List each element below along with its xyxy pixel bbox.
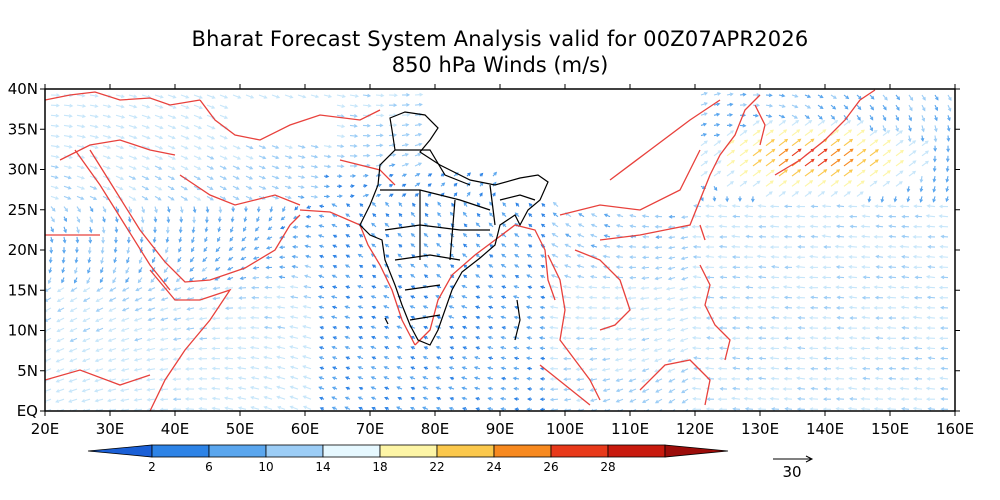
y-tick-label: 15N [8, 281, 38, 299]
x-tick-label: 70E [356, 420, 385, 438]
x-tick-label: 150E [871, 420, 909, 438]
colorbar-segment [208, 444, 267, 458]
colorbar-label: 24 [486, 460, 501, 474]
colorbar-segment [550, 444, 609, 458]
x-tick-label: 90E [486, 420, 515, 438]
colorbar-segment [379, 444, 438, 458]
land-layer [220, 89, 700, 215]
x-tick-label: 80E [421, 420, 450, 438]
andaman-islands [514, 299, 521, 341]
colorbar-segment [265, 444, 324, 458]
x-tick-label: 20E [31, 420, 60, 438]
iran-blank-region [220, 90, 330, 150]
colorbar: 2 6 10 14 18 22 24 26 28 [87, 444, 729, 474]
y-tick-label: 25N [8, 201, 38, 219]
y-tick-label: 30N [8, 161, 38, 179]
x-tick-label: 120E [676, 420, 714, 438]
india-boundaries [359, 111, 549, 346]
x-tick-label: 30E [96, 420, 125, 438]
y-tick-label: 40N [8, 80, 38, 98]
map-title: Bharat Forecast System Analysis valid fo… [191, 27, 809, 51]
colorbar-label: 10 [258, 460, 273, 474]
colorbar-label: 6 [205, 460, 213, 474]
y-tick-label: 20N [8, 241, 38, 259]
wind-vectors [45, 91, 952, 411]
map-subtitle: 850 hPa Winds (m/s) [391, 53, 609, 77]
colorbar-segment [607, 444, 666, 458]
y-tick-label: 5N [17, 362, 38, 380]
x-tick-label: 100E [546, 420, 584, 438]
lakshadweep-islands [384, 317, 389, 325]
x-tick-label: 40E [161, 420, 190, 438]
colorbar-low-end [87, 444, 153, 458]
colorbar-high-end [664, 444, 729, 458]
colorbar-segment [436, 444, 495, 458]
x-tick-label: 130E [741, 420, 779, 438]
colorbar-segment [493, 444, 552, 458]
colorbar-label: 18 [372, 460, 387, 474]
x-tick-label: 110E [611, 420, 649, 438]
colorbar-label: 26 [543, 460, 558, 474]
reference-vector: 30 [773, 455, 814, 481]
colorbar-label: 22 [429, 460, 444, 474]
tibet-blank-region [390, 89, 700, 215]
x-tick-label: 60E [291, 420, 320, 438]
y-tick-label: EQ [17, 402, 38, 420]
colorbar-segment [322, 444, 381, 458]
x-tick-label: 140E [806, 420, 844, 438]
y-tick-label: 35N [8, 120, 38, 138]
colorbar-label: 2 [148, 460, 156, 474]
axis-ticks: 20E 30E 40E 50E 60E 70E 80E 90E 100E 110E 120E 130E… [8, 80, 974, 438]
coastlines [45, 89, 876, 411]
colorbar-segment [151, 444, 210, 458]
colorbar-label: 14 [315, 460, 330, 474]
y-tick-label: 10N [8, 322, 38, 340]
colorbar-label: 28 [600, 460, 615, 474]
x-tick-label: 50E [226, 420, 255, 438]
x-tick-label: 160E [936, 420, 974, 438]
india-outline [359, 111, 549, 346]
reference-vector-label: 30 [782, 463, 801, 481]
